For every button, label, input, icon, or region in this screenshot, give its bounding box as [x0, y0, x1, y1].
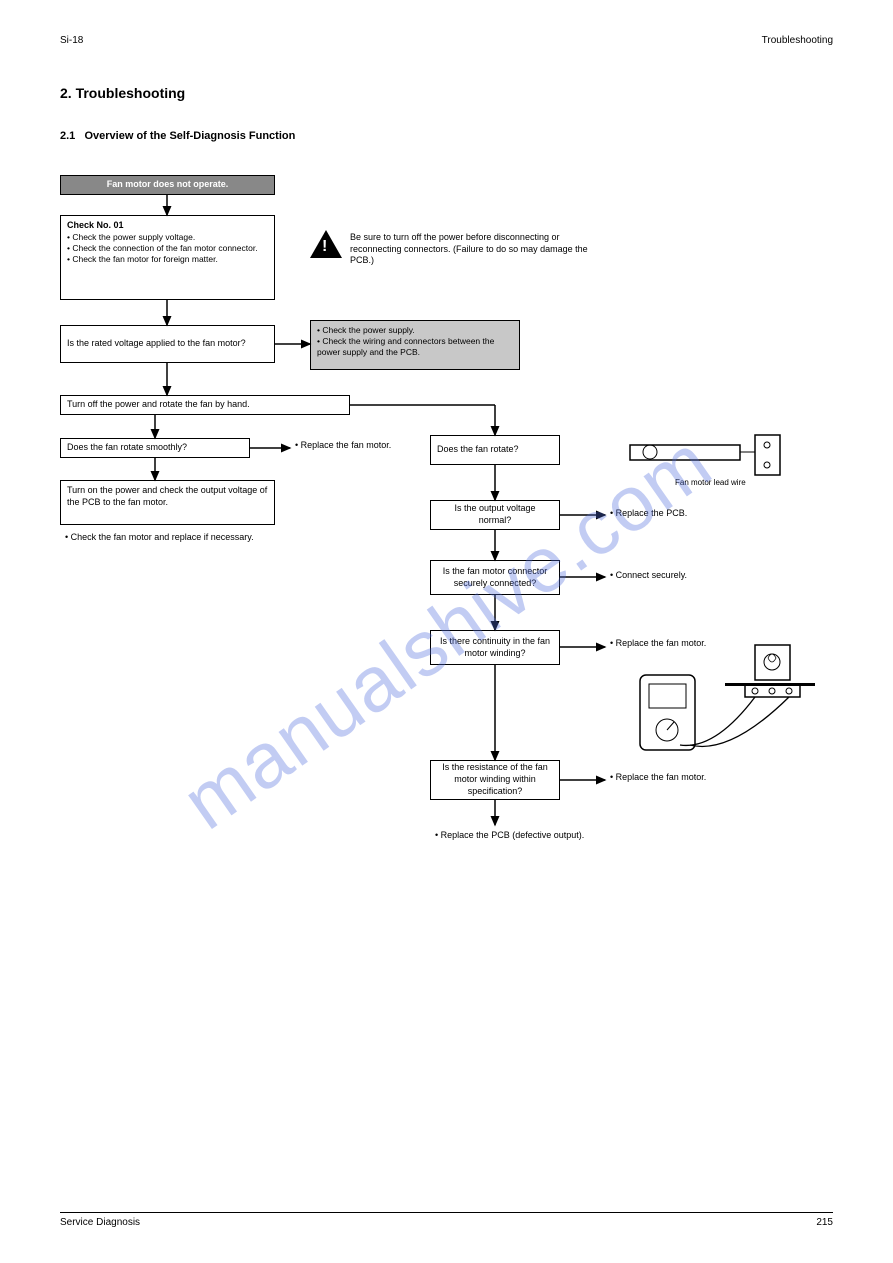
- right-note1: • Replace the PCB.: [610, 508, 687, 520]
- step1-line2: Check the connection of the fan motor co…: [72, 243, 257, 253]
- right-r5-label: Is the resistance of the fan motor windi…: [437, 762, 553, 797]
- right-r4: Is there continuity in the fan motor win…: [430, 630, 560, 665]
- right-note5: • Replace the PCB (defective output).: [435, 830, 635, 842]
- left-note2: • Check the fan motor and replace if nec…: [65, 532, 285, 544]
- header-left: Si-18: [60, 35, 83, 46]
- right-r3: Is the fan motor connector securely conn…: [430, 560, 560, 595]
- split-box-label: Turn off the power and rotate the fan by…: [67, 399, 250, 411]
- right-r2: Is the output voltage normal?: [430, 500, 560, 530]
- grey-box: • Check the power supply. • Check the wi…: [310, 320, 520, 370]
- right-note1-text: Replace the PCB.: [616, 508, 688, 518]
- right-r4-label: Is there continuity in the fan motor win…: [437, 636, 553, 659]
- right-note2-text: Connect securely.: [616, 570, 687, 580]
- left-b1-label: Does the fan rotate smoothly?: [67, 442, 187, 454]
- start-box-label: Fan motor does not operate.: [107, 179, 229, 191]
- header-right: Troubleshooting: [762, 35, 833, 46]
- right-r5: Is the resistance of the fan motor windi…: [430, 760, 560, 800]
- split-box: Turn off the power and rotate the fan by…: [60, 395, 350, 415]
- right-note4: • Replace the fan motor.: [610, 772, 706, 784]
- right-r3-label: Is the fan motor connector securely conn…: [437, 566, 553, 589]
- start-box: Fan motor does not operate.: [60, 175, 275, 195]
- step2-box: Is the rated voltage applied to the fan …: [60, 325, 275, 363]
- page-header: Si-18 Troubleshooting: [60, 35, 833, 46]
- page-title: 2. Troubleshooting: [60, 85, 185, 101]
- left-b2-label: Turn on the power and check the output v…: [67, 485, 267, 507]
- warning-text-content: Be sure to turn off the power before dis…: [350, 232, 588, 265]
- warning-icon: [310, 230, 342, 258]
- right-r2-label: Is the output voltage normal?: [437, 503, 553, 526]
- left-b1: Does the fan rotate smoothly?: [60, 438, 250, 458]
- section-number: 2.1 Overview of the Self-Diagnosis Funct…: [60, 130, 295, 142]
- step1-line0: Check No. 01: [67, 220, 268, 232]
- right-note5-text: Replace the PCB (defective output).: [441, 830, 585, 840]
- left-note1: • Replace the fan motor.: [295, 440, 415, 452]
- step1-line1: Check the power supply voltage.: [72, 232, 195, 242]
- right-r1: Does the fan rotate?: [430, 435, 560, 465]
- footer-left: Service Diagnosis: [60, 1217, 140, 1228]
- right-note2: • Connect securely.: [610, 570, 687, 582]
- illustration-1: [625, 430, 795, 480]
- right-note4-text: Replace the fan motor.: [616, 772, 707, 782]
- page-footer: Service Diagnosis 215: [60, 1212, 833, 1228]
- grey-line1: Check the wiring and connectors between …: [317, 336, 494, 357]
- left-note1-text: Replace the fan motor.: [301, 440, 392, 450]
- illustration-2: [635, 640, 815, 760]
- section-title-text: Overview of the Self-Diagnosis Function: [84, 130, 295, 142]
- illus1-label: Fan motor lead wire: [675, 478, 746, 487]
- footer-right: 215: [816, 1217, 833, 1228]
- step2-label: Is the rated voltage applied to the fan …: [67, 338, 246, 350]
- left-note2-text: Check the fan motor and replace if neces…: [71, 532, 254, 542]
- right-r1-label: Does the fan rotate?: [437, 444, 519, 456]
- left-b2: Turn on the power and check the output v…: [60, 480, 275, 525]
- section-number-text: 2.1: [60, 130, 75, 142]
- warning-text: Be sure to turn off the power before dis…: [350, 232, 610, 267]
- step1-line3: Check the fan motor for foreign matter.: [72, 254, 218, 264]
- grey-line0: Check the power supply.: [322, 325, 414, 335]
- step1-box: Check No. 01 • Check the power supply vo…: [60, 215, 275, 300]
